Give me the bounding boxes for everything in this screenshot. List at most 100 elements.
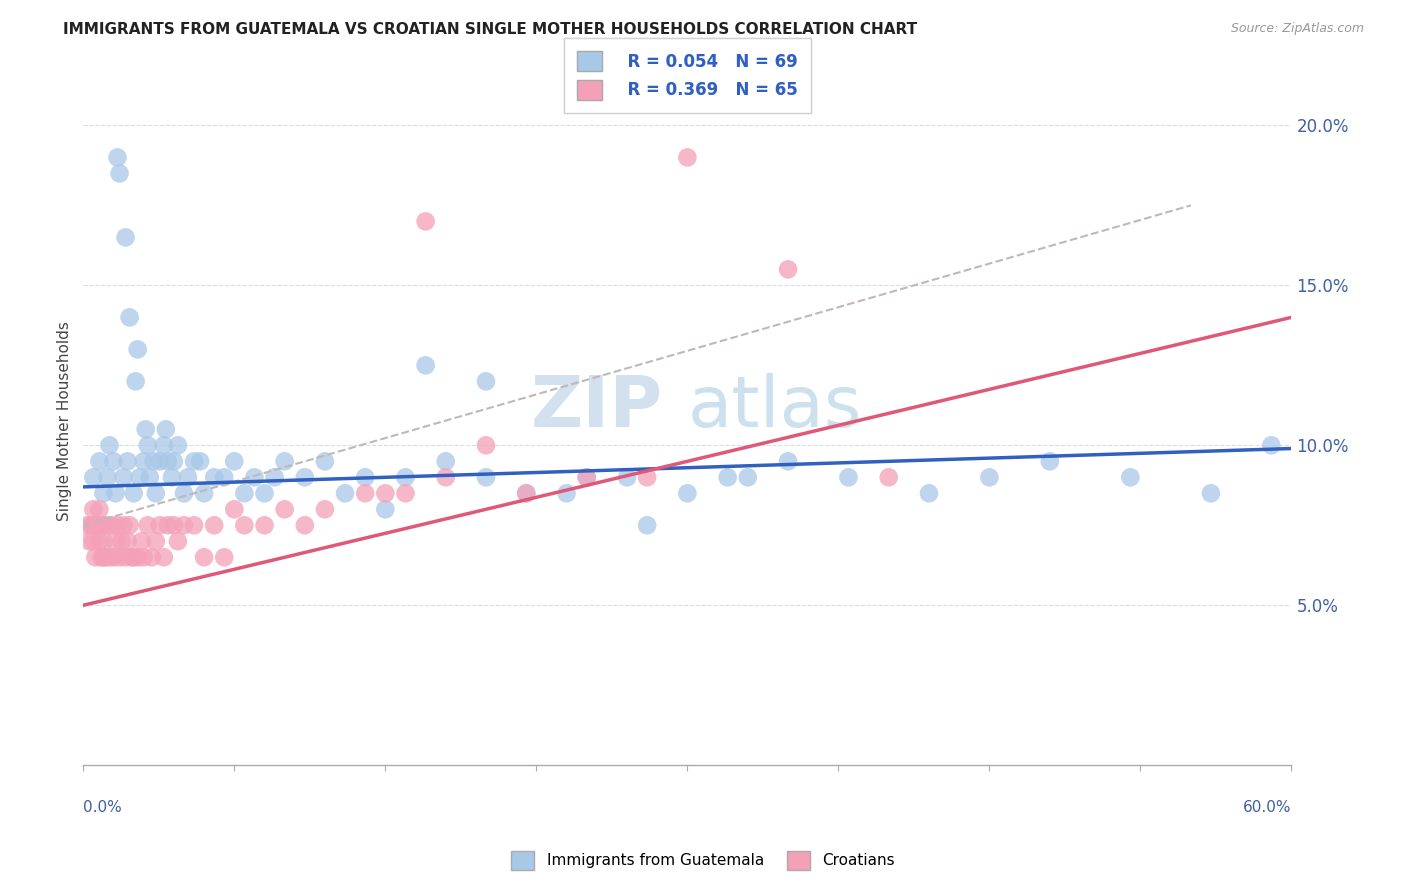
Point <box>153 438 176 452</box>
Point <box>114 550 136 565</box>
Point <box>263 470 285 484</box>
Point <box>233 518 256 533</box>
Point <box>717 470 740 484</box>
Point <box>149 454 172 468</box>
Point <box>84 518 107 533</box>
Point <box>1199 486 1222 500</box>
Point <box>183 518 205 533</box>
Point <box>193 550 215 565</box>
Point <box>188 454 211 468</box>
Point <box>636 470 658 484</box>
Point <box>141 550 163 565</box>
Point <box>104 534 127 549</box>
Point <box>122 550 145 565</box>
Point <box>212 470 235 484</box>
Point <box>132 550 155 565</box>
Point <box>122 486 145 500</box>
Point <box>127 550 149 565</box>
Point <box>103 454 125 468</box>
Point <box>374 486 396 500</box>
Point <box>93 518 115 533</box>
Point <box>121 550 143 565</box>
Point <box>93 550 115 565</box>
Point <box>676 486 699 500</box>
Point <box>156 454 179 468</box>
Point <box>294 470 316 484</box>
Point <box>434 454 457 468</box>
Point <box>132 454 155 468</box>
Text: Source: ZipAtlas.com: Source: ZipAtlas.com <box>1230 22 1364 36</box>
Point <box>475 470 498 484</box>
Point <box>173 486 195 500</box>
Point <box>979 470 1001 484</box>
Point <box>167 534 190 549</box>
Point <box>89 534 111 549</box>
Text: atlas: atlas <box>688 373 862 442</box>
Point <box>142 454 165 468</box>
Point <box>253 518 276 533</box>
Point <box>108 550 131 565</box>
Point <box>314 454 336 468</box>
Point <box>1260 438 1282 452</box>
Point <box>224 502 246 516</box>
Point <box>114 230 136 244</box>
Point <box>243 470 266 484</box>
Point <box>294 518 316 533</box>
Point <box>104 486 127 500</box>
Point <box>100 518 122 533</box>
Point <box>90 518 112 533</box>
Point <box>136 438 159 452</box>
Point <box>918 486 941 500</box>
Text: 60.0%: 60.0% <box>1243 799 1292 814</box>
Point <box>515 486 537 500</box>
Point <box>173 518 195 533</box>
Point <box>273 454 295 468</box>
Point <box>93 534 115 549</box>
Point <box>79 534 101 549</box>
Point <box>555 486 578 500</box>
Point <box>273 502 295 516</box>
Point <box>80 518 103 533</box>
Point <box>575 470 598 484</box>
Point <box>94 550 117 565</box>
Point <box>149 518 172 533</box>
Point <box>212 550 235 565</box>
Point <box>118 518 141 533</box>
Text: ZIP: ZIP <box>531 373 664 442</box>
Point <box>676 150 699 164</box>
Point <box>475 438 498 452</box>
Point <box>374 502 396 516</box>
Point <box>183 454 205 468</box>
Point <box>354 486 377 500</box>
Point <box>415 359 437 373</box>
Text: 0.0%: 0.0% <box>83 799 122 814</box>
Point <box>103 550 125 565</box>
Point <box>93 486 115 500</box>
Point <box>82 502 104 516</box>
Point <box>475 375 498 389</box>
Point <box>96 470 118 484</box>
Point <box>131 534 153 549</box>
Point <box>163 454 186 468</box>
Point <box>193 486 215 500</box>
Point <box>90 550 112 565</box>
Point <box>117 454 139 468</box>
Legend:   R = 0.054   N = 69,   R = 0.369   N = 65: R = 0.054 N = 69, R = 0.369 N = 65 <box>564 37 811 113</box>
Point <box>776 454 799 468</box>
Point <box>253 486 276 500</box>
Point <box>394 470 416 484</box>
Point <box>84 550 107 565</box>
Point <box>135 422 157 436</box>
Point <box>877 470 900 484</box>
Point <box>127 343 149 357</box>
Point <box>177 470 200 484</box>
Point <box>616 470 638 484</box>
Point <box>118 310 141 325</box>
Point <box>156 518 179 533</box>
Point <box>515 486 537 500</box>
Point <box>110 534 132 549</box>
Point <box>76 518 98 533</box>
Point <box>128 470 150 484</box>
Point <box>82 470 104 484</box>
Point <box>107 150 129 164</box>
